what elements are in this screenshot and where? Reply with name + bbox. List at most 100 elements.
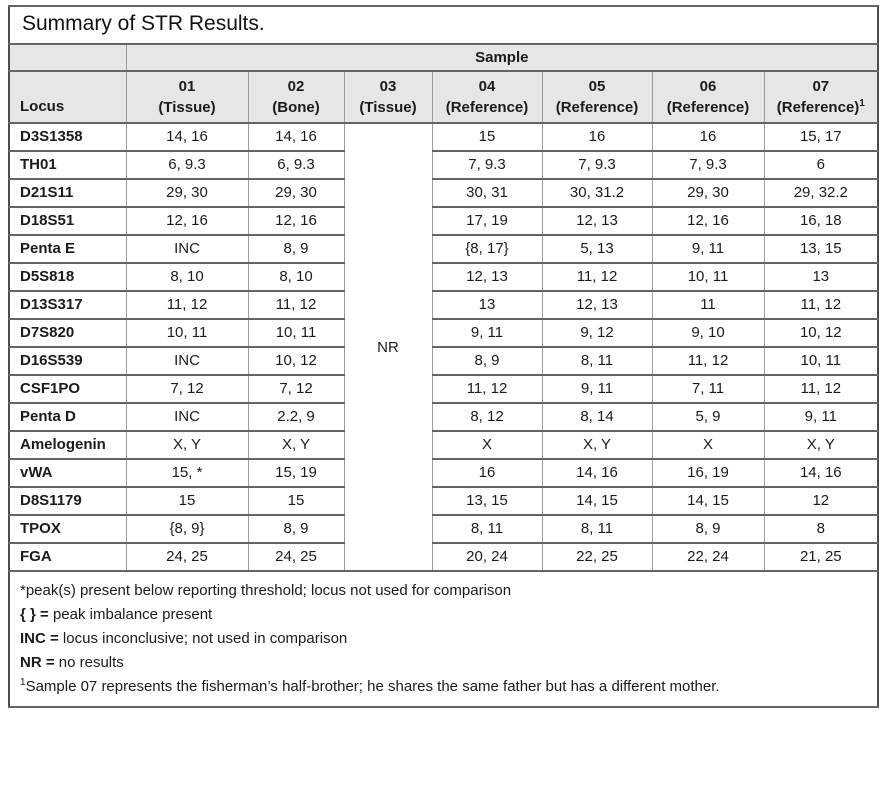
str-value-cell: INC xyxy=(125,234,249,264)
table-row: D16S539 INC 10, 12 8, 9 8, 11 11, 12 10, 11 xyxy=(8,346,879,376)
sample-number: 06 xyxy=(699,78,717,95)
str-value-cell: 10, 11 xyxy=(247,318,345,348)
column-header-row: Locus 01 (Tissue) 02 (Bone) 03 (Tissue) 04 (Ref… xyxy=(8,70,879,124)
str-value-cell: 29, 30 xyxy=(651,178,765,208)
locus-label: Penta E xyxy=(8,234,127,264)
table-row: D18S51 12, 16 12, 16 17, 19 12, 13 12, 16 16, … xyxy=(8,206,879,236)
str-value-cell: X, Y xyxy=(763,430,879,460)
str-value-cell: 29, 32.2 xyxy=(763,178,879,208)
str-value-cell: 10, 12 xyxy=(247,346,345,376)
str-value-cell: 8, 10 xyxy=(247,262,345,292)
sample-type: (Reference) xyxy=(445,99,529,116)
table-row: FGA 24, 25 24, 25 20, 24 22, 25 22, 24 21, 25 xyxy=(8,542,879,572)
table-row: D7S820 10, 11 10, 11 9, 11 9, 12 9, 10 10, 12 xyxy=(8,318,879,348)
str-value-cell: 12, 13 xyxy=(541,206,653,236)
str-value-cell: X xyxy=(651,430,765,460)
str-value-cell: 2.2, 9 xyxy=(247,402,345,432)
str-value-cell: 12, 13 xyxy=(431,262,543,292)
locus-label: vWA xyxy=(8,458,127,488)
str-value-cell: 8, 9 xyxy=(247,514,345,544)
str-value-cell: 11 xyxy=(651,290,765,320)
footnote-line: *peak(s) present below reporting thresho… xyxy=(20,579,869,603)
str-value-cell: 12, 16 xyxy=(247,206,345,236)
sample-number: 04 xyxy=(478,78,496,95)
sample-type: (Tissue) xyxy=(158,99,216,116)
locus-label: CSF1PO xyxy=(8,374,127,404)
str-value-cell: 7, 11 xyxy=(651,374,765,404)
sample-type: (Bone) xyxy=(272,99,320,116)
column-header-03: 03 (Tissue) xyxy=(343,70,433,124)
str-value-cell: 14, 15 xyxy=(651,486,765,516)
str-value-cell: 5, 13 xyxy=(541,234,653,264)
sample-number: 07 xyxy=(812,78,830,95)
table-row: vWA 15, * 15, 19 16 14, 16 16, 19 14, 16 xyxy=(8,458,879,488)
footnote-line: 1Sample 07 represents the fisherman’s ha… xyxy=(20,675,869,699)
locus-label: D18S51 xyxy=(8,206,127,236)
sample-number: 02 xyxy=(287,78,305,95)
str-value-cell: 13 xyxy=(763,262,879,292)
str-value-cell: 15, 19 xyxy=(247,458,345,488)
str-value-cell: X, Y xyxy=(541,430,653,460)
str-value-cell: X xyxy=(431,430,543,460)
table-row: D8S1179 15 15 13, 15 14, 15 14, 15 12 xyxy=(8,486,879,516)
table-row: CSF1PO 7, 12 7, 12 11, 12 9, 11 7, 11 11, 12 xyxy=(8,374,879,404)
str-value-cell: 29, 30 xyxy=(247,178,345,208)
str-value-cell: 14, 16 xyxy=(125,122,249,152)
locus-label: TH01 xyxy=(8,150,127,180)
str-value-cell: 9, 11 xyxy=(651,234,765,264)
str-value-cell: 11, 12 xyxy=(431,374,543,404)
sample-number: 03 xyxy=(379,78,397,95)
str-value-cell: 7, 9.3 xyxy=(431,150,543,180)
str-value-cell: 21, 25 xyxy=(763,542,879,572)
column-header-07: 07 (Reference)1 xyxy=(763,70,879,124)
sample-type: (Tissue) xyxy=(359,99,417,116)
str-value-cell: 9, 10 xyxy=(651,318,765,348)
locus-label: D8S1179 xyxy=(8,486,127,516)
str-value-cell: 6, 9.3 xyxy=(125,150,249,180)
str-value-cell: X, Y xyxy=(247,430,345,460)
str-value-cell: 10, 11 xyxy=(651,262,765,292)
table-row: Penta E INC 8, 9 {8, 17} 5, 13 9, 11 13, 15 xyxy=(8,234,879,264)
str-value-cell: 6, 9.3 xyxy=(247,150,345,180)
sample-group-header: Sample xyxy=(125,43,879,72)
str-value-cell: 16, 19 xyxy=(651,458,765,488)
str-value-cell: 13 xyxy=(431,290,543,320)
str-value-cell: 13, 15 xyxy=(763,234,879,264)
str-value-cell: INC xyxy=(125,346,249,376)
str-value-cell: 9, 11 xyxy=(541,374,653,404)
page-title: Summary of STR Results. xyxy=(8,5,879,45)
str-value-cell: 16 xyxy=(431,458,543,488)
table-row: D3S1358 14, 16 14, 16 NR 15 16 16 15, 17 xyxy=(8,122,879,572)
table-row: D5S818 8, 10 8, 10 12, 13 11, 12 10, 11 13 xyxy=(8,262,879,292)
str-value-cell: 15 xyxy=(247,486,345,516)
str-value-cell: 6 xyxy=(763,150,879,180)
str-value-cell: 30, 31 xyxy=(431,178,543,208)
footnote-line: INC = locus inconclusive; not used in co… xyxy=(20,627,869,651)
str-value-cell: 12, 16 xyxy=(651,206,765,236)
str-value-cell: 24, 25 xyxy=(125,542,249,572)
str-value-cell: 16 xyxy=(541,122,653,152)
str-value-cell: 11, 12 xyxy=(541,262,653,292)
str-value-cell: 8 xyxy=(763,514,879,544)
str-value-cell: X, Y xyxy=(125,430,249,460)
str-value-cell: 17, 19 xyxy=(431,206,543,236)
str-value-cell: 10, 11 xyxy=(763,346,879,376)
table-row: Amelogenin X, Y X, Y X X, Y X X, Y xyxy=(8,430,879,460)
str-value-cell: 16, 18 xyxy=(763,206,879,236)
str-value-cell: 22, 24 xyxy=(651,542,765,572)
str-value-cell: 7, 9.3 xyxy=(651,150,765,180)
footnotes-block: *peak(s) present below reporting thresho… xyxy=(8,570,879,708)
str-value-cell: 16 xyxy=(651,122,765,152)
str-value-cell: 8, 9 xyxy=(247,234,345,264)
sample-group-row: Sample xyxy=(8,43,879,72)
column-header-01: 01 (Tissue) xyxy=(125,70,249,124)
str-results-document: Summary of STR Results. Sample Locus 01 (… xyxy=(8,5,880,708)
locus-column-header: Locus xyxy=(8,70,127,124)
str-value-cell: {8, 17} xyxy=(431,234,543,264)
str-value-cell: 29, 30 xyxy=(125,178,249,208)
footnote-line: NR = no results xyxy=(20,651,869,675)
footnote-term: NR = xyxy=(20,654,55,671)
str-value-cell: 15 xyxy=(125,486,249,516)
sample-number: 01 xyxy=(178,78,196,95)
str-value-cell: 14, 15 xyxy=(541,486,653,516)
